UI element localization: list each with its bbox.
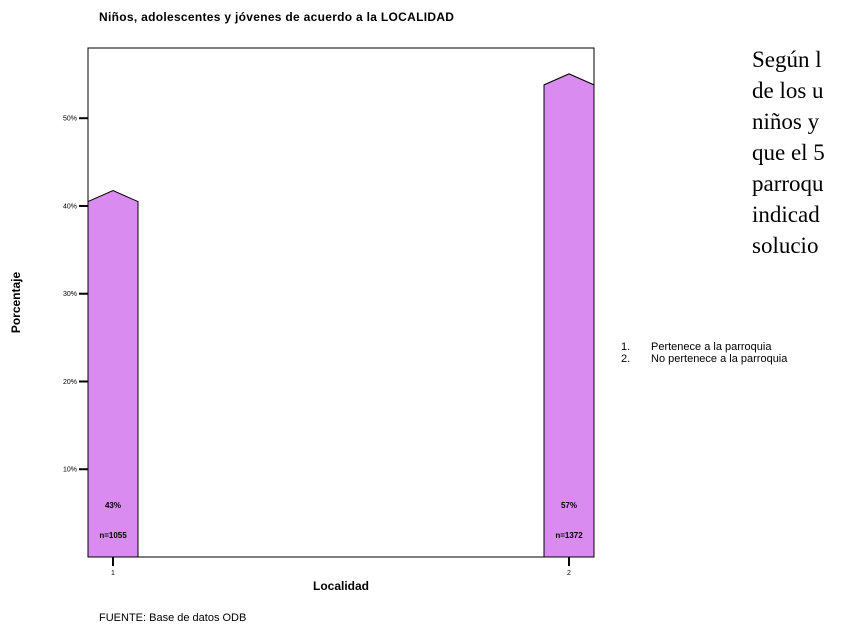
side-line: solucio [752, 233, 819, 258]
y-tick-label: 50% [63, 116, 77, 123]
side-line: de los u [752, 78, 824, 103]
side-line: niños y [752, 109, 820, 134]
chart-title: Niños, adolescentes y jóvenes de acuerdo… [99, 10, 455, 24]
bar-n-label: n=1055 [99, 531, 127, 540]
y-tick-label: 30% [63, 291, 77, 298]
legend-number: 2. [621, 353, 631, 365]
y-tick-label: 10% [63, 467, 77, 474]
x-tick-label: 1 [111, 570, 115, 577]
bar-n-label: n=1372 [555, 531, 583, 540]
bar-percent-label: 43% [105, 501, 121, 510]
legend-text: Pertenece a la parroquia [651, 341, 772, 353]
side-line: Según l [752, 47, 822, 72]
legend-text: No pertenece a la parroquia [651, 353, 788, 365]
plot-frame [87, 47, 595, 558]
x-axis-label: Localidad [313, 579, 369, 593]
x-tick-label: 2 [567, 570, 571, 577]
y-axis-label: Porcentaje [9, 271, 23, 333]
side-paragraph: Según l de los u niños y que el 5 parroq… [752, 44, 849, 261]
y-tick-label: 20% [63, 379, 77, 386]
side-line: indicad [752, 202, 820, 227]
legend-item: 2. No pertenece a la parroquia [621, 353, 787, 365]
bar [543, 73, 595, 558]
legend-number: 1. [621, 341, 631, 353]
side-line: que el 5 [752, 140, 825, 165]
y-tick-label: 40% [63, 203, 77, 210]
legend-item: 1. Pertenece a la parroquia [621, 341, 787, 353]
source-note: FUENTE: Base de datos ODB [99, 612, 247, 624]
bar [87, 190, 139, 558]
bar-percent-label: 57% [561, 501, 577, 510]
category-legend: 1. Pertenece a la parroquia 2. No pertenec… [621, 341, 787, 365]
side-line: parroqu [752, 171, 824, 196]
